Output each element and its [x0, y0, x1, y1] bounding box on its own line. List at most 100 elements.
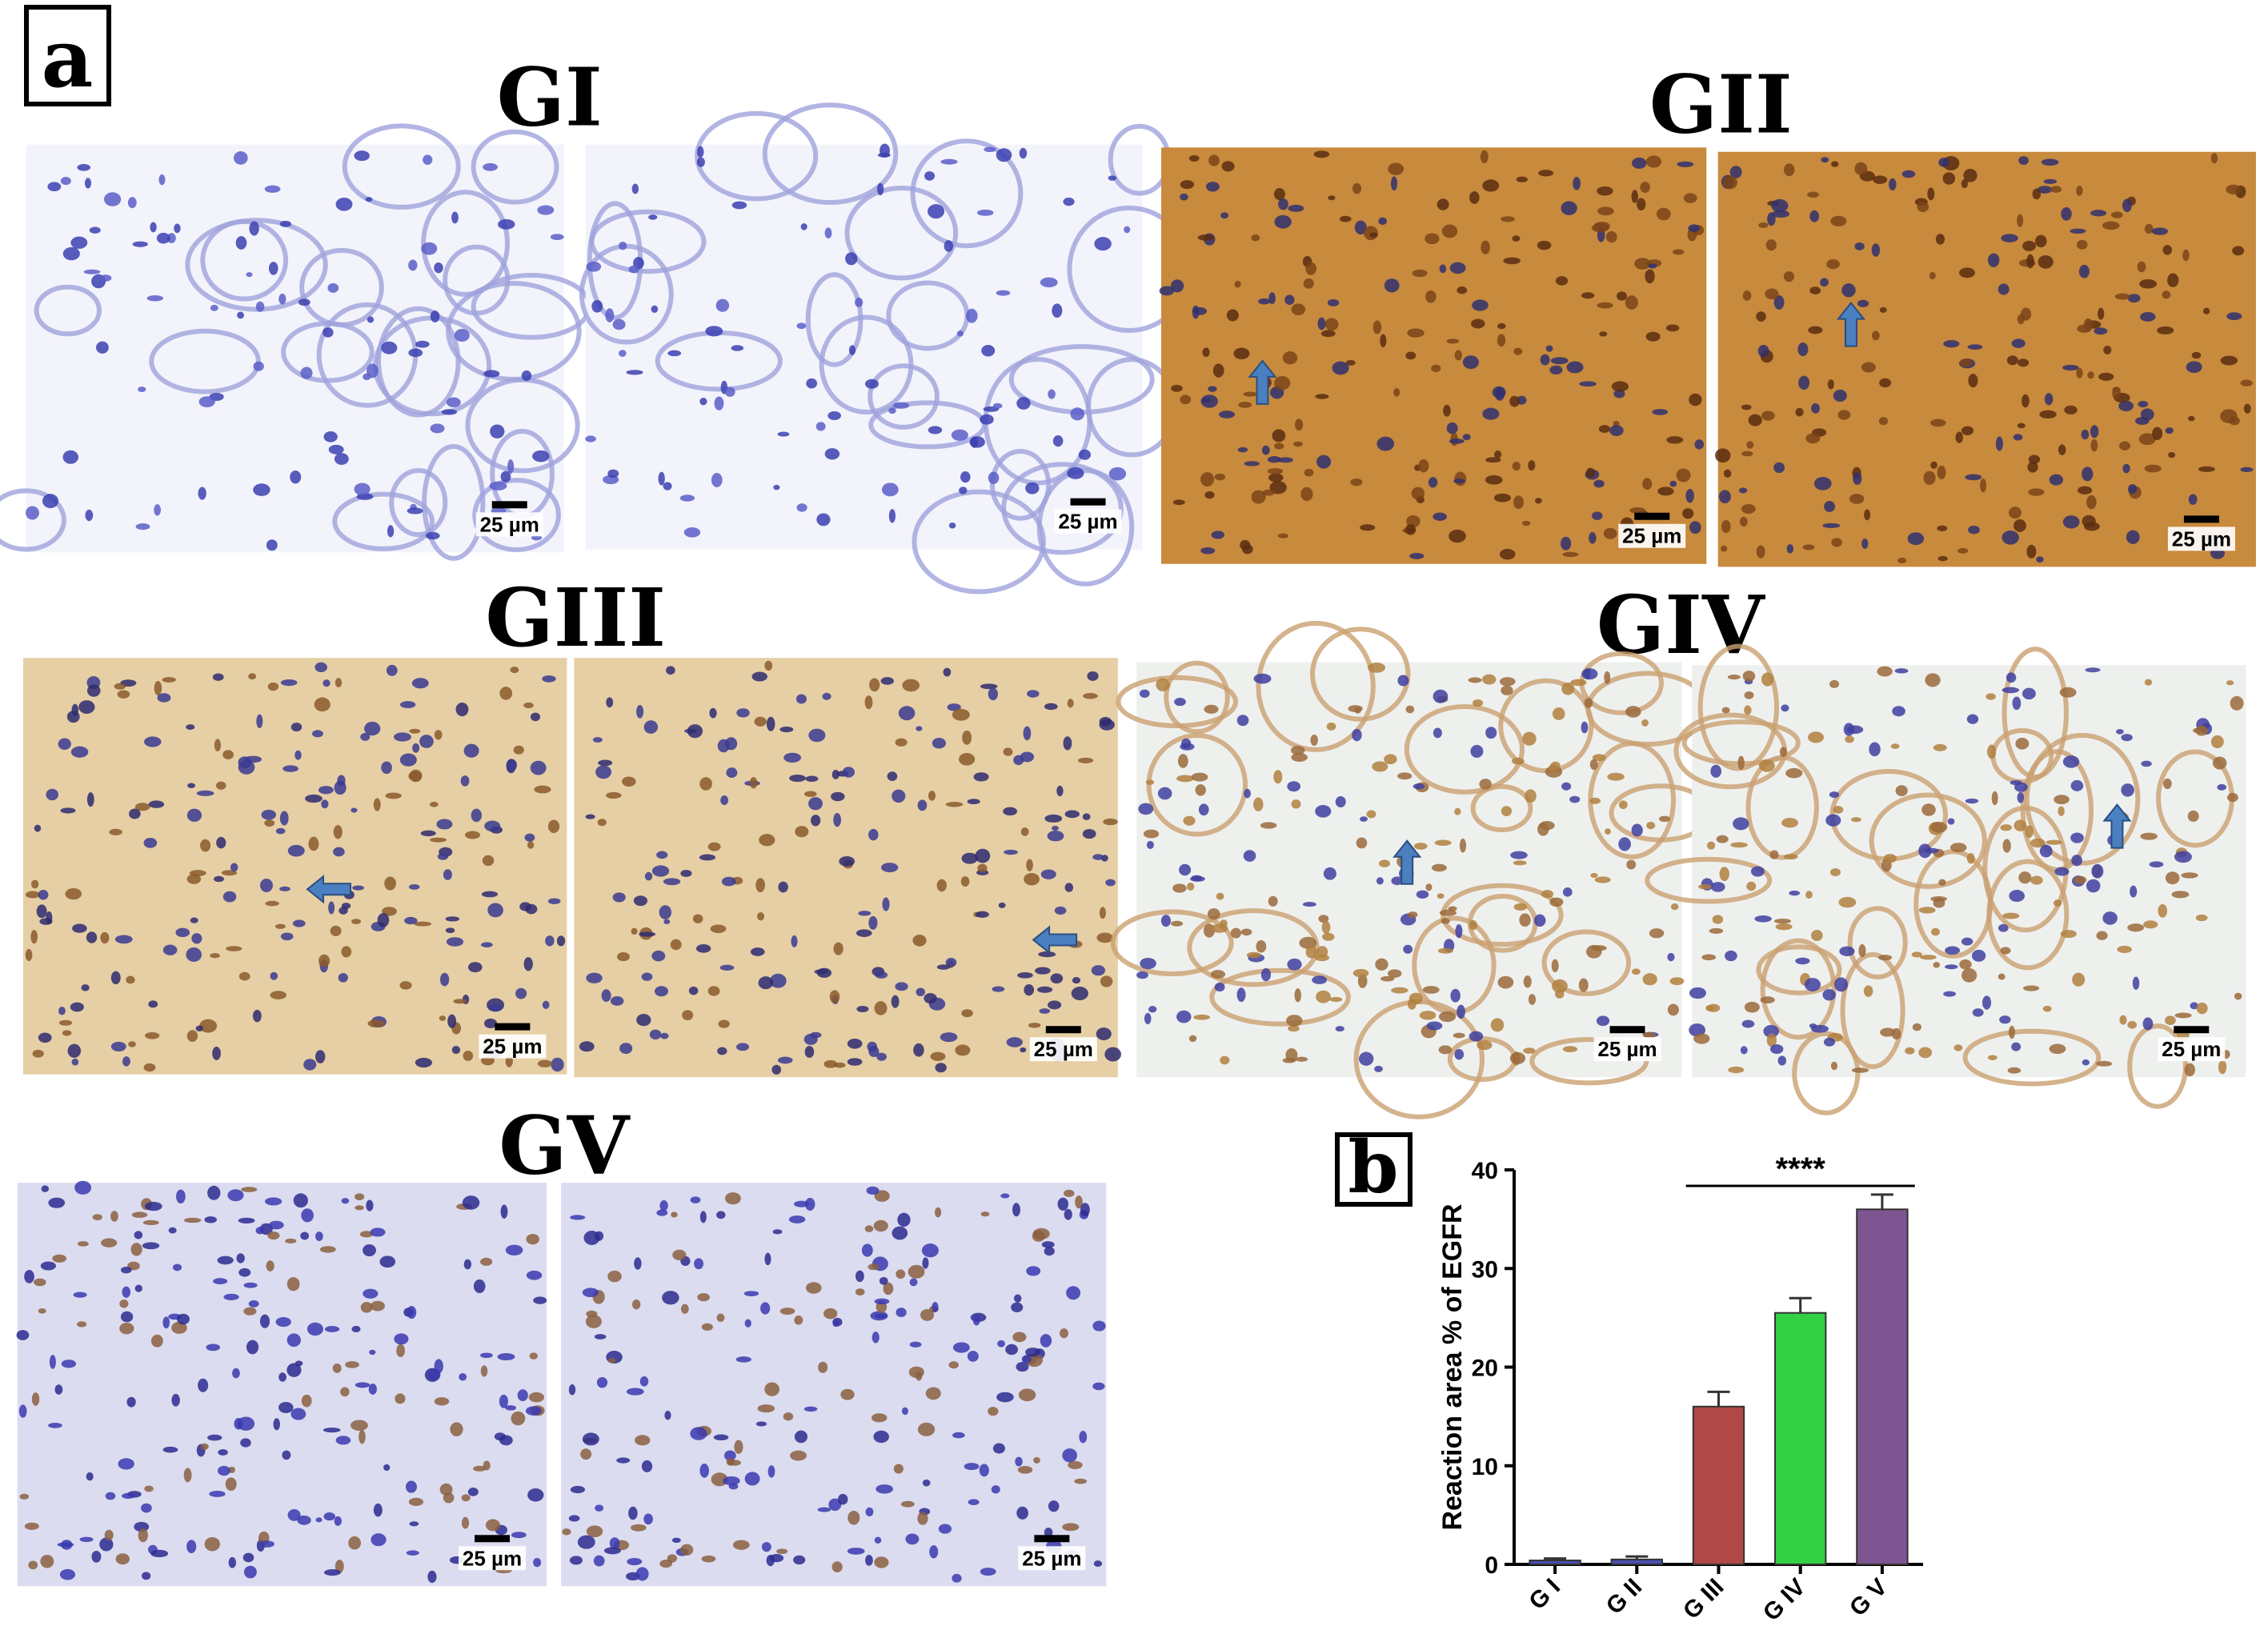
nucleus [2232, 246, 2245, 256]
nucleus [1144, 1012, 1152, 1025]
nucleus [2043, 178, 2058, 184]
nucleus [1339, 215, 1352, 222]
nucleus [41, 1185, 50, 1192]
nucleus [1795, 407, 1804, 417]
nucleus [1641, 719, 1649, 727]
nucleus [912, 934, 927, 947]
nucleus [144, 736, 162, 747]
scale-label-bg [459, 1546, 527, 1571]
nucleus [1143, 829, 1160, 839]
nucleus [1376, 436, 1395, 451]
nucleus [714, 396, 724, 410]
nucleus [1396, 772, 1412, 780]
nucleus [952, 1342, 970, 1353]
nucleus [1924, 847, 1939, 854]
nucleus [1093, 1560, 1103, 1568]
nucleus [1352, 968, 1369, 978]
nucleus [1469, 191, 1480, 204]
nucleus [2127, 923, 2145, 932]
nucleus [533, 1296, 547, 1304]
nucleus [268, 1220, 284, 1230]
nucleus [1438, 1011, 1457, 1023]
nucleus [897, 1212, 911, 1227]
nucleus [1236, 987, 1246, 1003]
nucleus [1579, 381, 1597, 387]
nucleus [940, 1032, 958, 1043]
nucleus [720, 795, 729, 805]
nucleus [1596, 1015, 1610, 1027]
nucleus [1145, 779, 1155, 785]
nucleus [1569, 795, 1581, 803]
nucleus [831, 770, 839, 779]
nucleus [1171, 920, 1184, 927]
nucleus [979, 1464, 989, 1477]
nucleus [1758, 759, 1775, 772]
nucleus [1725, 950, 1737, 962]
nucleus [804, 1046, 815, 1058]
nucleus [28, 1560, 38, 1570]
nucleus [303, 1059, 317, 1071]
tissue-wall [868, 363, 940, 430]
panel-label: b [1348, 1125, 1399, 1210]
nucleus [341, 1198, 350, 1204]
nucleus [1291, 303, 1306, 316]
nucleus [328, 444, 344, 455]
nucleus [2022, 687, 2036, 700]
nucleus [1457, 1004, 1465, 1019]
nucleus [1273, 770, 1283, 784]
y-tick-label: 0 [1485, 1552, 1498, 1579]
nucleus [1462, 434, 1471, 441]
nucleus [1075, 1195, 1083, 1209]
nucleus [104, 1529, 114, 1541]
nucleus [1961, 937, 1973, 946]
nucleus [651, 305, 659, 313]
nucleus [2050, 186, 2062, 193]
nucleus [1509, 1051, 1526, 1064]
nucleus [489, 481, 507, 491]
nucleus [609, 1537, 620, 1549]
nucleus [222, 750, 234, 759]
nucleus [1783, 854, 1798, 860]
nucleus [2226, 680, 2234, 686]
nucleus [30, 930, 38, 944]
nucleus [2017, 214, 2024, 227]
x-tick-label: G IV [1758, 1574, 1811, 1627]
scale-label: 25 µm [463, 1546, 522, 1570]
nucleus [1403, 944, 1413, 954]
nucleus [1566, 361, 1584, 374]
nucleus [2162, 245, 2173, 255]
nucleus [1604, 828, 1612, 835]
nucleus [348, 1536, 361, 1550]
nucleus [415, 1057, 432, 1068]
nucleus [1581, 292, 1595, 299]
nucleus [436, 819, 453, 830]
nucleus [794, 1316, 803, 1325]
nucleus [649, 1029, 662, 1040]
nucleus [525, 903, 538, 915]
nucleus [1669, 977, 1685, 986]
nucleus [1188, 154, 1200, 162]
nucleus [38, 1308, 46, 1314]
nucleus [70, 746, 89, 758]
nucleus [279, 220, 291, 227]
nucleus [280, 932, 294, 941]
nucleus [1550, 761, 1561, 770]
scale-bar [1609, 1026, 1645, 1034]
nucleus [938, 1524, 952, 1534]
nucleus [764, 1382, 780, 1396]
nucleus [1350, 478, 1363, 487]
nucleus [948, 1361, 959, 1369]
nucleus [301, 1208, 314, 1223]
nucleus [1077, 757, 1094, 763]
nucleus [499, 1394, 508, 1408]
nucleus [769, 973, 787, 988]
nucleus [1750, 866, 1765, 877]
nucleus [1282, 1057, 1296, 1063]
nucleus [1631, 823, 1643, 837]
nucleus [896, 1308, 907, 1317]
scale-label: 25 µm [483, 1035, 542, 1059]
scale-label: 25 µm [2172, 527, 2231, 551]
scale-bar [1034, 1535, 1070, 1543]
nucleus [717, 1047, 727, 1055]
nucleus [1449, 529, 1466, 543]
